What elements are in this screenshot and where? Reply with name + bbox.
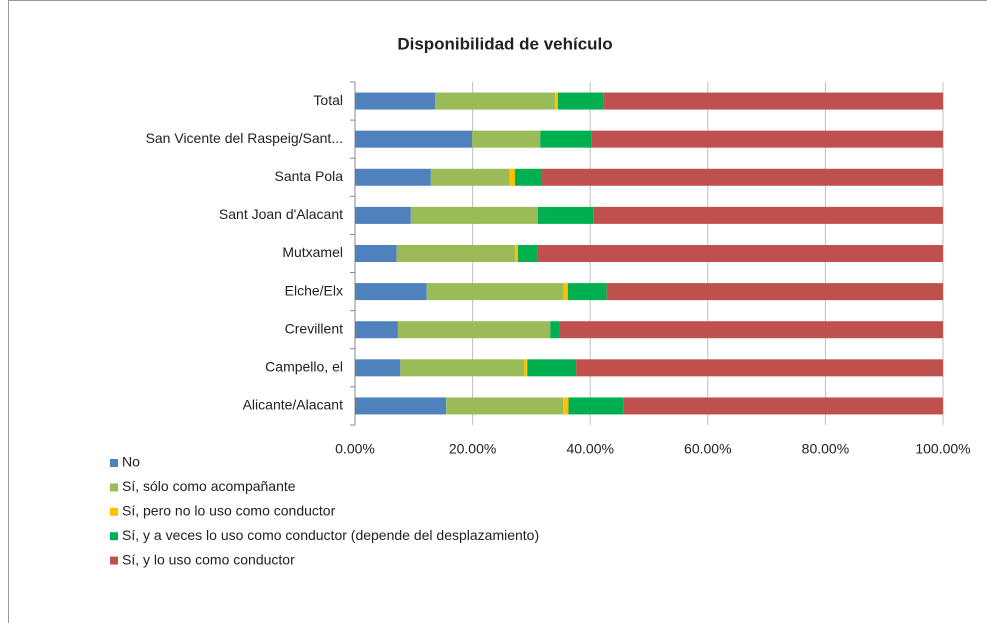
x-tick-label: 40.00% [566, 441, 613, 457]
bar-segment [527, 359, 577, 377]
bar-segment [591, 130, 943, 148]
legend-swatch [110, 532, 118, 541]
bar-segment [410, 206, 538, 224]
bar-segment [537, 206, 594, 224]
bar-segment [537, 245, 943, 262]
legend-swatch [110, 507, 118, 516]
bar-segment [606, 283, 943, 301]
legend-swatch [110, 483, 118, 492]
bar-segment [540, 130, 592, 148]
bar-segment [517, 245, 538, 262]
bar-segment [603, 92, 943, 110]
x-tick-label: 60.00% [684, 441, 731, 457]
legend-swatch [110, 556, 118, 565]
legend-label: Sí, pero no lo uso como conductor [122, 503, 336, 519]
bar-segment [514, 168, 542, 186]
bar-segment [563, 397, 569, 415]
bar-segment [472, 130, 541, 148]
bar-segment [355, 359, 401, 377]
y-tick-label: Campello, el [265, 359, 343, 375]
bar-segment [554, 92, 558, 110]
chart-title: Disponibilidad de vehículo [397, 34, 612, 53]
bar-segment [514, 245, 518, 262]
bar-segment [397, 321, 551, 339]
bar-segment [509, 168, 515, 186]
y-tick-label: Mutxamel [282, 244, 343, 260]
legend-label: Sí, y lo uso como conductor [122, 551, 295, 567]
bar-segment [559, 321, 943, 339]
y-tick-label: Crevillent [285, 320, 343, 336]
bar-segment [576, 359, 943, 377]
y-tick-label: San Vicente del Raspeig/Sant... [146, 130, 343, 146]
y-tick-label: Elche/Elx [285, 282, 343, 298]
bar-segment [426, 283, 564, 301]
bar-segment [396, 245, 515, 262]
bar-segment [568, 397, 624, 415]
bar-segment [541, 168, 943, 186]
y-tick-label: Alicante/Alacant [243, 397, 344, 413]
bar-segment [623, 397, 943, 415]
y-tick-label: Santa Pola [275, 168, 344, 184]
y-tick-label: Sant Joan d'Alacant [219, 206, 343, 222]
bar-segment [524, 359, 528, 377]
bar-segment [567, 283, 607, 301]
legend-label: Sí, sólo como acompañante [122, 478, 296, 494]
bar-segment [550, 321, 560, 339]
bar-segment [355, 206, 411, 224]
bar-segment [355, 321, 398, 339]
x-tick-label: 20.00% [449, 441, 496, 457]
bar-segment [446, 397, 564, 415]
y-tick-label: Total [313, 92, 343, 108]
legend-label: No [122, 454, 140, 470]
bar-segment [557, 92, 604, 110]
bar-segment [400, 359, 525, 377]
bar-segment [355, 245, 397, 262]
legend-swatch [110, 459, 118, 467]
bar-segment [355, 168, 431, 186]
x-tick-label: 0.00% [335, 441, 375, 457]
bar-segment [430, 168, 510, 186]
bar-segment [593, 206, 943, 224]
x-tick-label: 80.00% [802, 441, 849, 457]
x-tick-label: 100.00% [915, 441, 970, 457]
bar-segment [434, 92, 555, 110]
bar-segment [355, 92, 435, 110]
bar-segment [355, 283, 427, 301]
bar-segment [355, 397, 447, 415]
bar-segment [563, 283, 568, 301]
legend-label: Sí, y a veces lo uso como conductor (dep… [122, 527, 539, 543]
bar-segment [355, 130, 473, 148]
